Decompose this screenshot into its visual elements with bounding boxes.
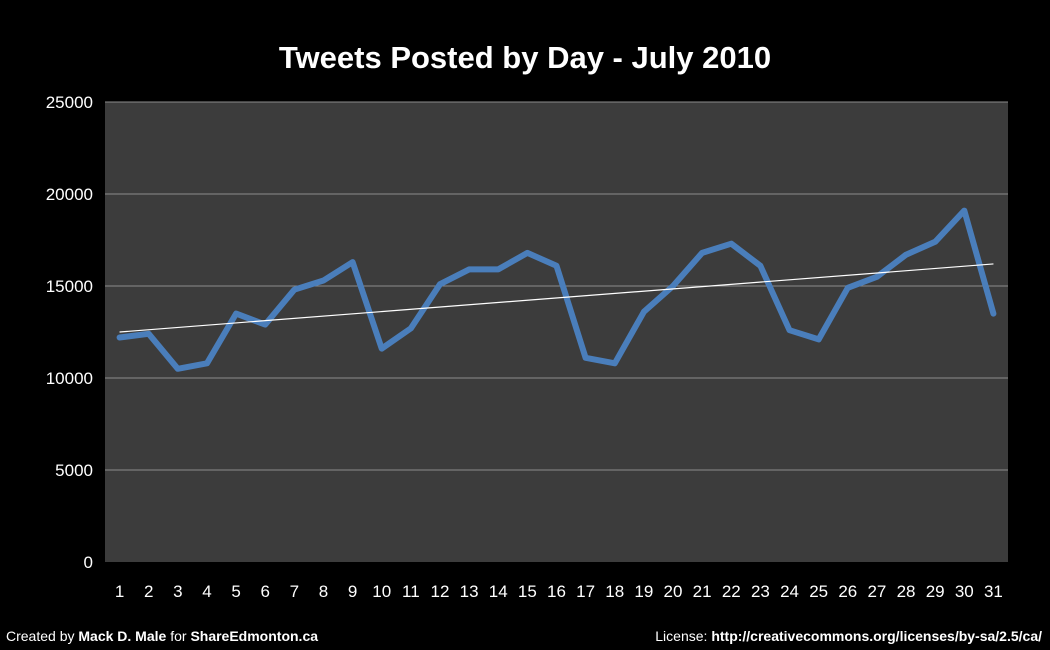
x-tick-label: 20: [664, 582, 683, 601]
data-point: [264, 323, 267, 326]
trendline: [119, 263, 994, 333]
data-point: [875, 275, 878, 278]
data-point: [788, 329, 791, 332]
trendline-layer: [119, 263, 994, 333]
data-point: [905, 253, 908, 256]
data-point: [380, 347, 383, 350]
data-point: [963, 209, 966, 212]
x-tick-label: 5: [231, 582, 240, 601]
data-point: [235, 312, 238, 315]
data-point: [118, 336, 121, 339]
data-point: [409, 327, 412, 330]
x-tick-label: 1: [115, 582, 124, 601]
y-tick-label: 25000: [46, 93, 93, 112]
y-tick-label: 5000: [55, 461, 93, 480]
x-tick-label: 7: [290, 582, 299, 601]
x-tick-label: 14: [489, 582, 508, 601]
x-tick-label: 16: [547, 582, 566, 601]
data-point: [176, 367, 179, 370]
x-tick-label: 13: [460, 582, 479, 601]
x-tick-label: 27: [867, 582, 886, 601]
x-tick-label: 19: [634, 582, 653, 601]
data-point: [468, 268, 471, 271]
data-point: [147, 332, 150, 335]
footer-credit-middle: for: [166, 628, 191, 644]
x-tick-label: 28: [897, 582, 916, 601]
data-point: [846, 286, 849, 289]
data-point: [438, 283, 441, 286]
data-point: [759, 264, 762, 267]
x-tick-label: 12: [431, 582, 450, 601]
data-point: [642, 310, 645, 313]
data-point: [730, 242, 733, 245]
x-tick-label: 25: [809, 582, 828, 601]
x-tick-label: 22: [722, 582, 741, 601]
data-point: [672, 285, 675, 287]
x-tick-label: 4: [202, 582, 211, 601]
footer-license: License: http://creativecommons.org/lice…: [655, 628, 1042, 644]
y-tick-label: 10000: [46, 369, 93, 388]
x-tick-label: 11: [402, 582, 420, 601]
data-point: [205, 362, 208, 365]
x-tick-label: 3: [173, 582, 182, 601]
data-point: [613, 362, 616, 365]
x-tick-label: 23: [751, 582, 770, 601]
footer-credit-prefix: Created by: [6, 628, 79, 644]
y-axis-tick-labels: 0 5000 10000 15000 20000 25000: [46, 93, 93, 572]
gridlines: [105, 101, 1008, 471]
x-tick-label: 30: [955, 582, 974, 601]
x-tick-label: 26: [838, 582, 857, 601]
x-tick-label: 29: [926, 582, 945, 601]
data-point: [555, 264, 558, 267]
x-tick-label: 9: [348, 582, 357, 601]
y-tick-label: 15000: [46, 277, 93, 296]
x-tick-label: 15: [518, 582, 537, 601]
data-point: [293, 288, 296, 291]
footer-author: Mack D. Male: [78, 628, 167, 644]
x-tick-label: 2: [144, 582, 153, 601]
data-point: [992, 312, 995, 315]
plot-area: [105, 102, 1008, 562]
x-tick-label: 8: [319, 582, 328, 601]
footer-license-prefix: License:: [655, 628, 712, 644]
x-tick-label: 18: [605, 582, 624, 601]
x-axis-tick-labels: 1 2 3 4 5 6 7 8 9 10 11 12 13 14 15 16 17 18 19 20 21 22 23 24 2…: [115, 582, 1003, 601]
footer-credit: Created by Mack D. Male for ShareEdmonto…: [6, 628, 318, 644]
y-tick-label: 20000: [46, 185, 93, 204]
data-point: [584, 356, 587, 359]
data-point: [526, 251, 529, 254]
x-tick-label: 6: [260, 582, 269, 601]
footer-license-link[interactable]: http://creativecommons.org/licenses/by-s…: [711, 628, 1042, 644]
x-tick-label: 17: [576, 582, 595, 601]
x-tick-label: 31: [984, 582, 1003, 601]
data-point: [934, 240, 937, 243]
data-point: [322, 279, 325, 282]
data-point: [497, 268, 500, 271]
x-tick-label: 21: [693, 582, 712, 601]
series-layer: [116, 207, 997, 372]
footer-site-link[interactable]: ShareEdmonton.ca: [190, 628, 319, 644]
data-point: [701, 251, 704, 254]
x-tick-label: 24: [780, 582, 799, 601]
chart-title: Tweets Posted by Day - July 2010: [279, 40, 771, 75]
y-tick-label: 0: [84, 553, 93, 572]
x-tick-label: 10: [372, 582, 391, 601]
data-point: [817, 338, 820, 341]
data-point: [351, 261, 354, 264]
